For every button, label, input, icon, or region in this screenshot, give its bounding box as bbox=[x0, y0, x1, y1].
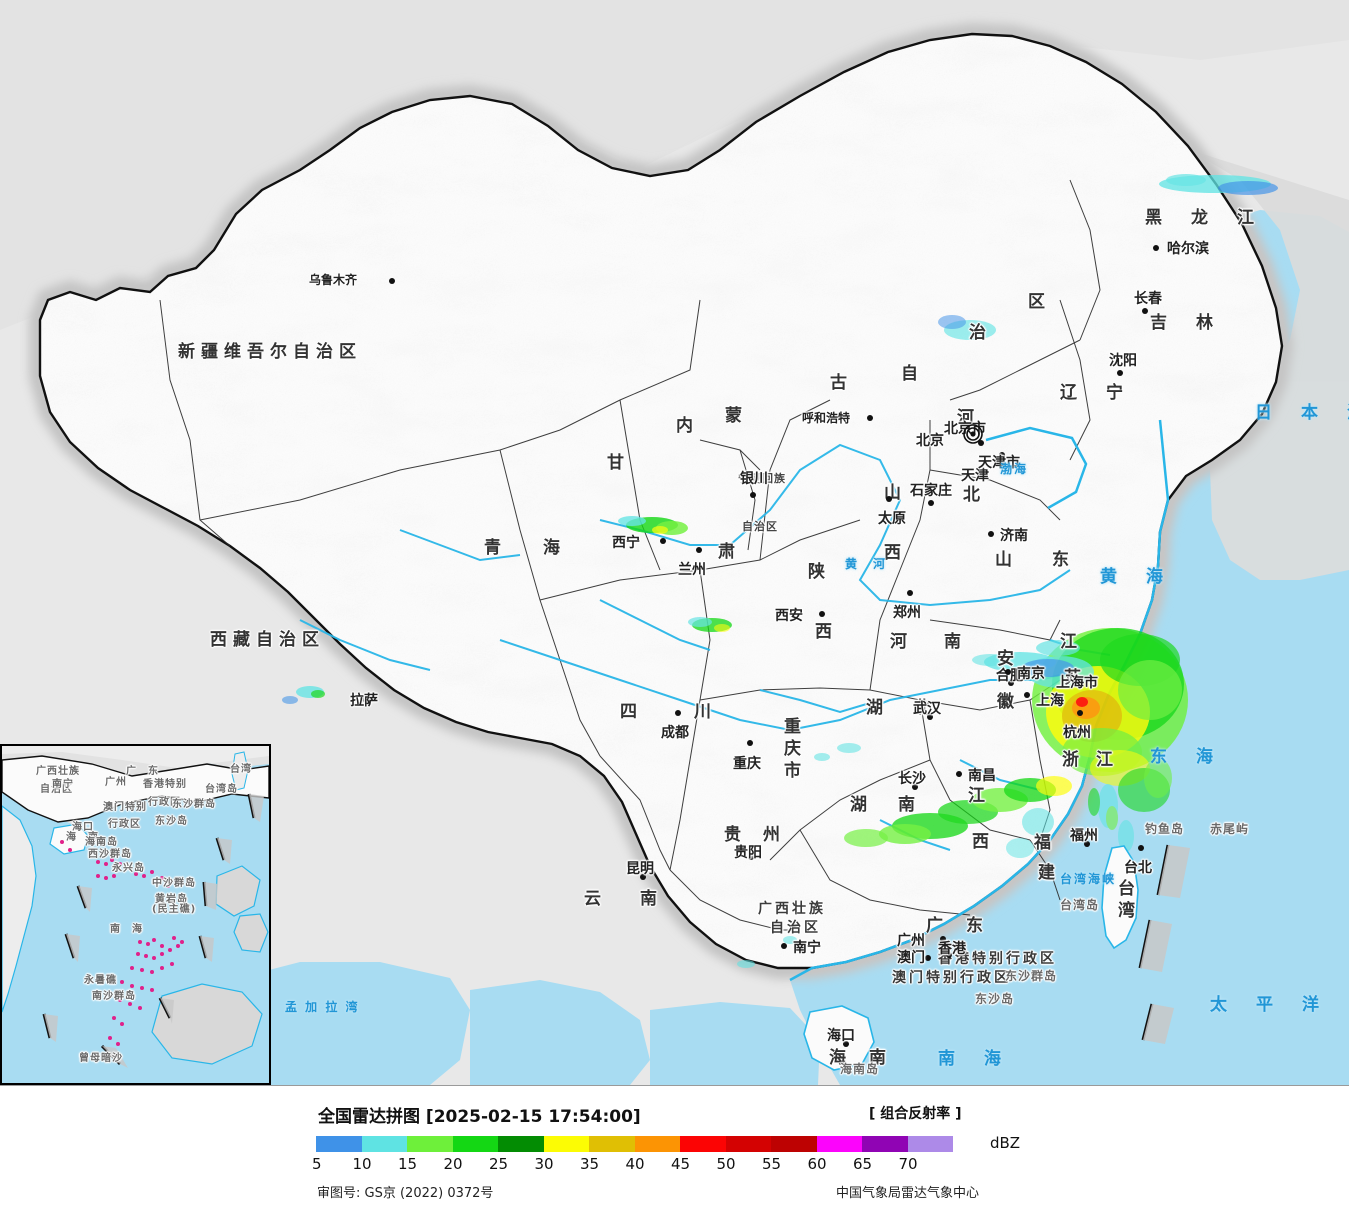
neighbor-landmass bbox=[0, 0, 1349, 580]
title-row: 全国雷达拼图 [2025-02-15 17:54:00] [ 组合反射率 ] bbox=[0, 1102, 1349, 1127]
south-china-sea-inset[interactable]: 广西壮族 自治区广 东南宁 广州 香港特别 行政区 澳门特别 行政区 台湾 台湾岛 东沙群岛 东沙岛… bbox=[0, 744, 271, 1085]
colorbar-swatch-60[interactable] bbox=[816, 1136, 862, 1152]
colorbar-swatch-40[interactable] bbox=[634, 1136, 680, 1152]
colorbar-swatch-5[interactable] bbox=[316, 1136, 362, 1152]
taiwan-island bbox=[1101, 845, 1139, 950]
page-title: 全国雷达拼图 [2025-02-15 17:54:00] bbox=[318, 1107, 641, 1127]
radar-echo-layer bbox=[282, 174, 1278, 968]
echo-jiangxi-fujian bbox=[844, 776, 1072, 858]
dbz-unit-label: dBZ bbox=[990, 1134, 1021, 1152]
tick-label: 65 bbox=[853, 1155, 873, 1173]
tick-label: 10 bbox=[352, 1155, 372, 1173]
tick-label: 45 bbox=[671, 1155, 691, 1173]
echo-jiangsu-band bbox=[972, 640, 1080, 677]
tick-label: 50 bbox=[716, 1155, 736, 1173]
colorbar-swatch-30[interactable] bbox=[543, 1136, 589, 1152]
map-geometry bbox=[0, 0, 1349, 1085]
colorbar-swatch-55[interactable] bbox=[771, 1136, 817, 1152]
echo-inner-mongolia bbox=[938, 315, 996, 340]
bay-of-bengal bbox=[230, 962, 470, 1085]
legend-panel: 全国雷达拼图 [2025-02-15 17:54:00] [ 组合反射率 ] d… bbox=[0, 1085, 1349, 1208]
east-south-sea bbox=[790, 398, 1349, 1085]
tick-label: 30 bbox=[534, 1155, 554, 1173]
china-radar-map[interactable]: 新疆维吾尔自治区 西藏自治区青海甘肃内蒙古自治区黑 龙 江吉 林辽 宁河北山西山东… bbox=[0, 0, 1349, 1085]
colorbar-swatch-50[interactable] bbox=[725, 1136, 771, 1152]
colorbar-swatch-65[interactable] bbox=[862, 1136, 908, 1152]
tick-label: 70 bbox=[898, 1155, 918, 1173]
colorbar-swatch-15[interactable] bbox=[407, 1136, 453, 1152]
inset-geometry bbox=[2, 746, 269, 1083]
colorbar-swatch-10[interactable] bbox=[361, 1136, 407, 1152]
tick-label: 60 bbox=[807, 1155, 827, 1173]
product-type-label: [ 组合反射率 ] bbox=[869, 1106, 962, 1122]
colorbar-swatch-45[interactable] bbox=[680, 1136, 726, 1152]
colorbar-swatch-70[interactable] bbox=[907, 1136, 953, 1152]
tick-label: 5 bbox=[312, 1155, 322, 1173]
coastline bbox=[789, 419, 1170, 982]
colorbar-swatch-35[interactable] bbox=[589, 1136, 635, 1152]
colorbar-swatch-20[interactable] bbox=[452, 1136, 498, 1152]
echo-misc bbox=[737, 743, 1134, 968]
dbz-tick-labels: 5 10 15 20 25 30 35 40 45 50 55 60 65 70 bbox=[0, 1155, 1349, 1173]
tick-label: 40 bbox=[625, 1155, 645, 1173]
echo-tibet bbox=[282, 686, 325, 704]
tick-label: 25 bbox=[489, 1155, 509, 1173]
echo-qinghai bbox=[618, 516, 688, 535]
issuing-agency: 中国气象局雷达气象中心 bbox=[836, 1186, 980, 1201]
hainan-island bbox=[803, 1005, 875, 1071]
colorbar-swatch-25[interactable] bbox=[498, 1136, 544, 1152]
echo-sichuan-north bbox=[688, 617, 732, 632]
dbz-colorbar[interactable] bbox=[316, 1136, 953, 1152]
tick-label: 55 bbox=[762, 1155, 782, 1173]
island-reefs bbox=[60, 840, 184, 1046]
echo-heilongjiang bbox=[1159, 174, 1278, 195]
tick-label: 15 bbox=[398, 1155, 418, 1173]
tick-label: 35 bbox=[580, 1155, 600, 1173]
map-approval-number: 审图号: GS京 (2022) 0372号 bbox=[317, 1186, 494, 1201]
province-borders bbox=[159, 179, 1101, 931]
tick-label: 20 bbox=[443, 1155, 463, 1173]
